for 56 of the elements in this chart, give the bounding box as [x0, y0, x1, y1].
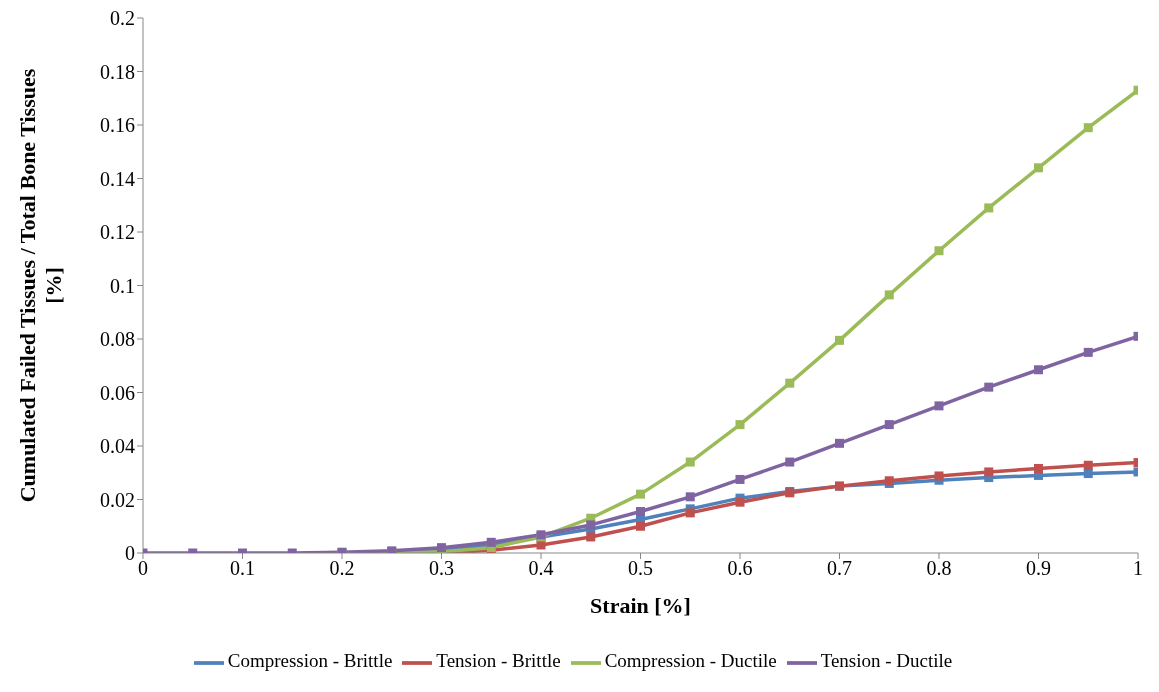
- point: [984, 203, 994, 213]
- point: [685, 508, 695, 518]
- point: [685, 457, 695, 467]
- legend-label: Tension - Brittle: [436, 650, 561, 672]
- point: [735, 474, 745, 484]
- x-tick-label: 0.2: [329, 557, 355, 580]
- y-tick-label: 0.08: [100, 328, 135, 351]
- point: [884, 420, 894, 430]
- point: [1034, 463, 1043, 473]
- y-tick-label: 0.18: [100, 60, 135, 83]
- x-tick-label: 0.4: [528, 557, 554, 580]
- y-axis-title: Cumulated Failed Tissues / Total Bone Tissues [%]: [15, 68, 66, 503]
- point: [785, 378, 795, 388]
- point: [586, 532, 596, 542]
- y-tick-label: 0.04: [100, 435, 135, 458]
- y-tick-label: 0.1: [110, 274, 135, 297]
- point: [636, 489, 645, 499]
- x-tick-label: 1: [1133, 557, 1143, 580]
- point: [835, 438, 844, 448]
- point: [934, 471, 944, 481]
- x-tick-label: 0.1: [230, 557, 255, 580]
- point: [735, 497, 745, 507]
- x-tick-label: 0.8: [926, 557, 952, 580]
- point: [934, 246, 944, 256]
- legend-label: Compression - Brittle: [227, 650, 393, 672]
- x-tick-label: 0.5: [628, 557, 653, 580]
- x-axis-title: Strain [%]: [590, 593, 691, 618]
- point: [1034, 163, 1043, 173]
- point: [984, 382, 994, 392]
- point: [1083, 347, 1093, 357]
- point: [884, 290, 894, 300]
- y-tick-label: 0: [125, 542, 135, 565]
- point: [636, 521, 645, 531]
- legend-label: Compression - Ductile: [604, 650, 777, 672]
- point: [984, 467, 994, 477]
- x-tick-label: 0.6: [727, 557, 753, 580]
- x-tick-label: 0.7: [827, 557, 852, 580]
- point: [1083, 460, 1093, 470]
- legend-label: Tension - Ductile: [820, 650, 953, 672]
- point: [636, 507, 645, 517]
- y-tick-label: 0.12: [100, 221, 135, 244]
- x-tick-label: 0.9: [1026, 557, 1051, 580]
- point: [934, 401, 944, 411]
- x-tick-label: 0.3: [429, 557, 454, 580]
- point: [1083, 123, 1093, 133]
- point: [835, 335, 844, 345]
- point: [685, 492, 695, 502]
- y-tick-label: 0.06: [100, 381, 135, 404]
- y-tick-label: 0.16: [100, 114, 135, 137]
- point: [1034, 365, 1043, 375]
- y-tick-label: 0.2: [110, 7, 135, 30]
- point: [785, 457, 795, 467]
- y-tick-label: 0.14: [100, 167, 135, 190]
- point: [735, 420, 745, 430]
- y-tick-label: 0.02: [100, 488, 135, 511]
- point: [586, 520, 596, 530]
